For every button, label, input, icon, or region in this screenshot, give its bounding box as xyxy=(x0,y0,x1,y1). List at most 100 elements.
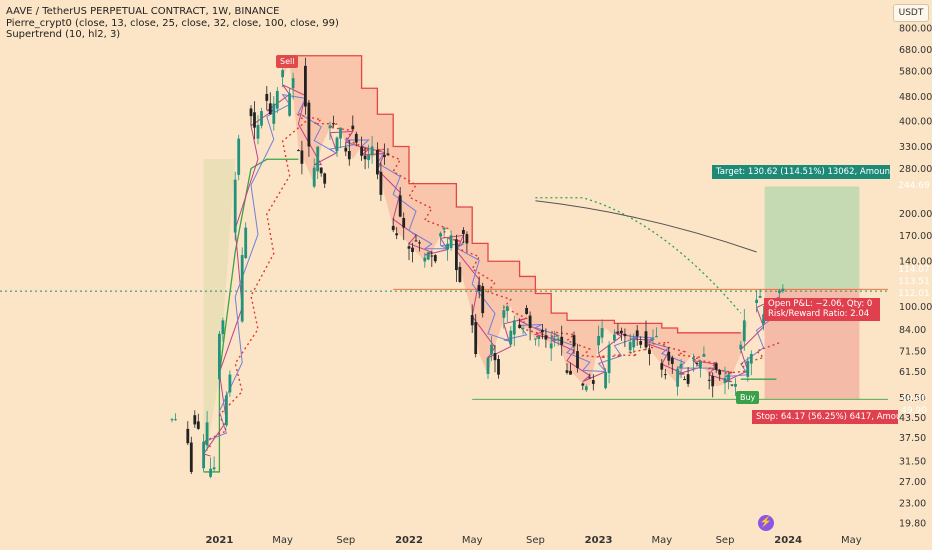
candle-body xyxy=(569,370,572,375)
candle-body xyxy=(613,334,616,341)
stop-info[interactable]: Stop: 64.17 (56.25%) 6417, Amount: 10 xyxy=(752,410,898,424)
candle-body xyxy=(781,288,785,292)
candle-body xyxy=(383,154,386,157)
currency-button[interactable]: USDT xyxy=(893,4,929,22)
y-tick-label: 330.00 xyxy=(899,142,932,153)
candle-body xyxy=(189,442,193,472)
price-label-stop: 49.90 xyxy=(901,394,927,404)
candle-body xyxy=(632,339,636,348)
candle-body xyxy=(604,372,607,389)
y-tick-label: 680.00 xyxy=(899,45,932,56)
candle-body xyxy=(481,286,485,314)
y-tick-label: 43.50 xyxy=(899,413,926,424)
candle-body xyxy=(591,380,595,384)
candle-body xyxy=(367,155,370,161)
candle-body xyxy=(572,335,576,347)
y-tick-label: 200.00 xyxy=(899,209,932,220)
candle-body xyxy=(433,255,437,262)
legend-title[interactable]: AAVE / TetherUS PERPETUAL CONTRACT, 1W, … xyxy=(6,6,280,17)
candle-body xyxy=(556,338,560,341)
x-tick-label: 2022 xyxy=(395,535,423,546)
candle-body xyxy=(651,338,655,340)
candle-body xyxy=(386,153,390,155)
candle-body xyxy=(332,123,335,125)
candle-body xyxy=(430,255,434,257)
candle-body xyxy=(746,360,750,377)
candle-body xyxy=(395,233,399,236)
candle-body xyxy=(275,90,279,109)
candle-body xyxy=(600,328,604,338)
candle-body xyxy=(534,338,537,340)
price-label-supertrend: 49.90 xyxy=(901,406,927,416)
candle-body xyxy=(707,379,711,381)
candle-body xyxy=(407,246,411,249)
candle-body xyxy=(465,234,469,244)
x-tick-label: 2021 xyxy=(205,535,233,546)
y-tick-label: 61.50 xyxy=(899,367,926,378)
candle-body xyxy=(711,375,715,387)
candle-body xyxy=(755,299,758,303)
candle-body xyxy=(458,266,462,282)
candle-body xyxy=(347,151,351,160)
candle-body xyxy=(730,384,734,386)
target-info[interactable]: Target: 130.62 (114.51%) 13062, Amount: … xyxy=(712,165,890,179)
y-tick-label: 280.00 xyxy=(899,164,932,175)
candle-body xyxy=(537,336,541,339)
open-pl-info[interactable]: Open P&L: −2.06, Qty: 0 Risk/Reward Rati… xyxy=(764,298,880,321)
candle-body xyxy=(544,335,548,340)
candle-body xyxy=(502,310,506,318)
candle-body xyxy=(291,78,295,89)
buy-signal-badge: Buy xyxy=(736,391,760,404)
candle-body xyxy=(734,383,737,387)
candle-body xyxy=(221,320,225,335)
x-tick-label: May xyxy=(841,535,862,546)
ma-99-line xyxy=(535,197,742,314)
candle-body xyxy=(414,240,418,242)
price-label-target: 244.69 xyxy=(898,181,930,191)
x-tick-label: May xyxy=(651,535,672,546)
candle-body xyxy=(170,419,174,421)
candle-body xyxy=(692,357,695,360)
candle-body xyxy=(212,467,216,470)
candle-body xyxy=(446,243,449,250)
price-label-last: 113.51 xyxy=(898,277,930,287)
y-tick-label: 23.00 xyxy=(899,498,926,509)
candle-body xyxy=(683,379,686,381)
candle-body xyxy=(576,351,579,369)
supertrend-fill xyxy=(203,55,748,472)
candle-body xyxy=(584,386,588,391)
price-label-entry: 114.07 xyxy=(898,265,930,275)
x-tick-label: Sep xyxy=(336,535,355,546)
candle-body xyxy=(228,374,232,393)
open-pl-text: Open P&L: −2.06, Qty: 0 xyxy=(768,299,873,309)
candle-body xyxy=(549,343,553,349)
supertrend-green-line xyxy=(203,158,299,473)
candle-body xyxy=(660,363,664,370)
candle-body xyxy=(644,331,648,348)
legend-indicator-supertrend[interactable]: Supertrend (10, hl2, 3) xyxy=(6,29,121,40)
candle-body xyxy=(319,167,323,174)
lightning-icon[interactable]: ⚡ xyxy=(758,515,774,531)
y-tick-label: 19.80 xyxy=(899,519,926,530)
candle-body xyxy=(509,330,513,345)
candle-body xyxy=(718,370,722,375)
candle-body xyxy=(553,339,557,341)
candle-body xyxy=(635,330,639,337)
candle-body xyxy=(560,336,564,345)
candle-body xyxy=(749,354,753,364)
y-tick-label: 100.00 xyxy=(899,302,932,313)
candle-body xyxy=(237,138,241,175)
x-tick-label: Sep xyxy=(716,535,735,546)
candle-body xyxy=(205,422,209,446)
candle-body xyxy=(354,133,358,143)
candle-body xyxy=(670,357,674,364)
legend-indicator-ma[interactable]: Pierre_crypt0 (close, 13, close, 25, clo… xyxy=(6,17,339,29)
y-tick-label: 480.00 xyxy=(899,92,932,103)
supertrend-down-fill xyxy=(282,55,748,387)
candle-body xyxy=(588,377,592,379)
candle-body xyxy=(762,314,765,324)
candle-body xyxy=(363,155,367,160)
candle-body xyxy=(265,93,269,101)
